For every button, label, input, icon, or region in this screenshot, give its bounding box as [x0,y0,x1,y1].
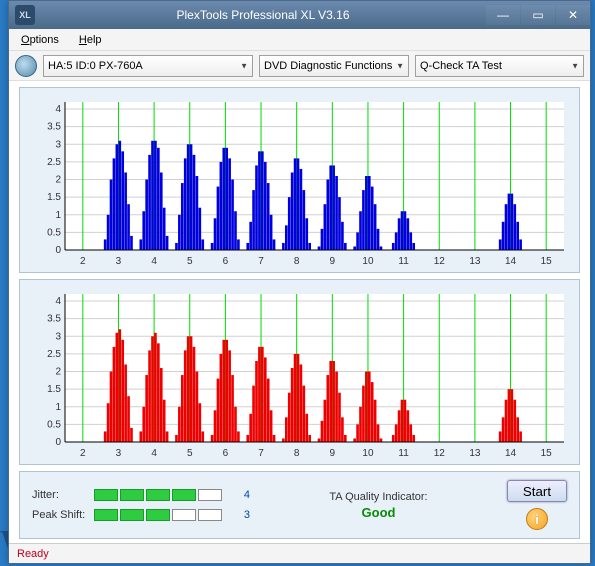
info-button[interactable]: i [526,508,548,530]
svg-text:13: 13 [469,448,481,459]
titlebar[interactable]: XL PlexTools Professional XL V3.16 — ▭ ✕ [9,1,590,29]
svg-text:11: 11 [398,448,409,459]
menu-options[interactable]: Options [17,32,63,48]
svg-text:11: 11 [398,256,409,267]
status-text: Ready [17,548,49,560]
ta-chart-lands: 0 0.5 1 1.5 2 2.5 3 3.5 4 2 3 4 5 6 7 8 9 10 11 12 13 14 15 [26,288,573,464]
taq-label: TA Quality Indicator: [250,491,507,503]
start-button[interactable]: Start [507,480,567,502]
svg-text:1: 1 [55,402,61,413]
svg-text:7: 7 [258,448,264,459]
close-button[interactable]: ✕ [556,5,590,25]
peakshift-meter [94,509,234,521]
svg-text:3: 3 [55,331,61,342]
svg-text:9: 9 [330,448,336,459]
chevron-down-icon: ▼ [240,61,248,70]
svg-text:2.5: 2.5 [47,157,61,168]
svg-text:1.5: 1.5 [47,384,61,395]
test-select-value: Q-Check TA Test [420,60,502,72]
svg-text:9: 9 [330,256,336,267]
svg-text:0.5: 0.5 [47,419,61,430]
svg-text:15: 15 [541,256,553,267]
svg-text:8: 8 [294,448,300,459]
svg-text:6: 6 [223,448,229,459]
svg-text:5: 5 [187,256,193,267]
svg-text:1: 1 [55,210,61,221]
svg-text:14: 14 [505,256,517,267]
app-icon: XL [15,5,35,25]
svg-text:7: 7 [258,256,264,267]
drive-select[interactable]: HA:5 ID:0 PX-760A ▼ [43,55,253,77]
chart-panel-bottom: 0 0.5 1 1.5 2 2.5 3 3.5 4 2 3 4 5 6 7 8 9 10 11 12 13 14 15 [19,279,580,465]
metrics-panel: Jitter: 4 Peak Shift: 3 TA Quality Indic… [19,471,580,539]
svg-text:14: 14 [505,448,517,459]
svg-text:1.5: 1.5 [47,192,61,203]
test-select[interactable]: Q-Check TA Test ▼ [415,55,584,77]
svg-text:3: 3 [116,256,122,267]
svg-text:0: 0 [55,245,61,256]
jitter-label: Jitter: [32,489,94,501]
svg-text:8: 8 [294,256,300,267]
statusbar: Ready [9,543,590,563]
svg-text:0.5: 0.5 [47,227,61,238]
chevron-down-icon: ▼ [571,61,579,70]
svg-text:12: 12 [434,448,446,459]
svg-text:3: 3 [116,448,122,459]
svg-text:0: 0 [55,437,61,448]
svg-text:4: 4 [55,104,61,115]
window-title: PlexTools Professional XL V3.16 [41,8,485,22]
chevron-down-icon: ▼ [396,61,404,70]
svg-text:2: 2 [80,256,86,267]
minimize-button[interactable]: — [486,5,520,25]
svg-text:3.5: 3.5 [47,314,61,325]
svg-text:4: 4 [151,256,157,267]
maximize-button[interactable]: ▭ [521,5,555,25]
svg-text:4: 4 [55,296,61,307]
chart-panel-top: 0 0.5 1 1.5 2 2.5 3 3.5 4 2 3 4 5 6 7 8 9 10 11 12 13 14 15 [19,87,580,273]
drive-select-value: HA:5 ID:0 PX-760A [48,60,143,72]
svg-text:12: 12 [434,256,446,267]
svg-text:2: 2 [55,175,61,186]
svg-text:10: 10 [362,256,374,267]
svg-text:3.5: 3.5 [47,122,61,133]
peakshift-label: Peak Shift: [32,509,94,521]
toolbar: HA:5 ID:0 PX-760A ▼ DVD Diagnostic Functi… [9,51,590,81]
function-group-value: DVD Diagnostic Functions [264,60,392,72]
taq-value: Good [250,505,507,520]
ta-chart-pits: 0 0.5 1 1.5 2 2.5 3 3.5 4 2 3 4 5 6 7 8 9 10 11 12 13 14 15 [26,96,573,272]
svg-text:4: 4 [151,448,157,459]
svg-text:5: 5 [187,448,193,459]
svg-text:2.5: 2.5 [47,349,61,360]
function-group-select[interactable]: DVD Diagnostic Functions ▼ [259,55,409,77]
svg-text:2: 2 [80,448,86,459]
svg-text:15: 15 [541,448,553,459]
jitter-value: 4 [234,489,250,501]
drive-icon [15,55,37,77]
jitter-meter [94,489,234,501]
svg-text:6: 6 [223,256,229,267]
menu-help[interactable]: Help [75,32,106,48]
svg-text:13: 13 [469,256,481,267]
app-window: XL PlexTools Professional XL V3.16 — ▭ ✕… [8,0,591,564]
svg-text:10: 10 [362,448,374,459]
svg-text:3: 3 [55,139,61,150]
info-icon: i [535,512,539,527]
peakshift-value: 3 [234,509,250,521]
menubar: Options Help [9,29,590,51]
svg-text:2: 2 [55,367,61,378]
